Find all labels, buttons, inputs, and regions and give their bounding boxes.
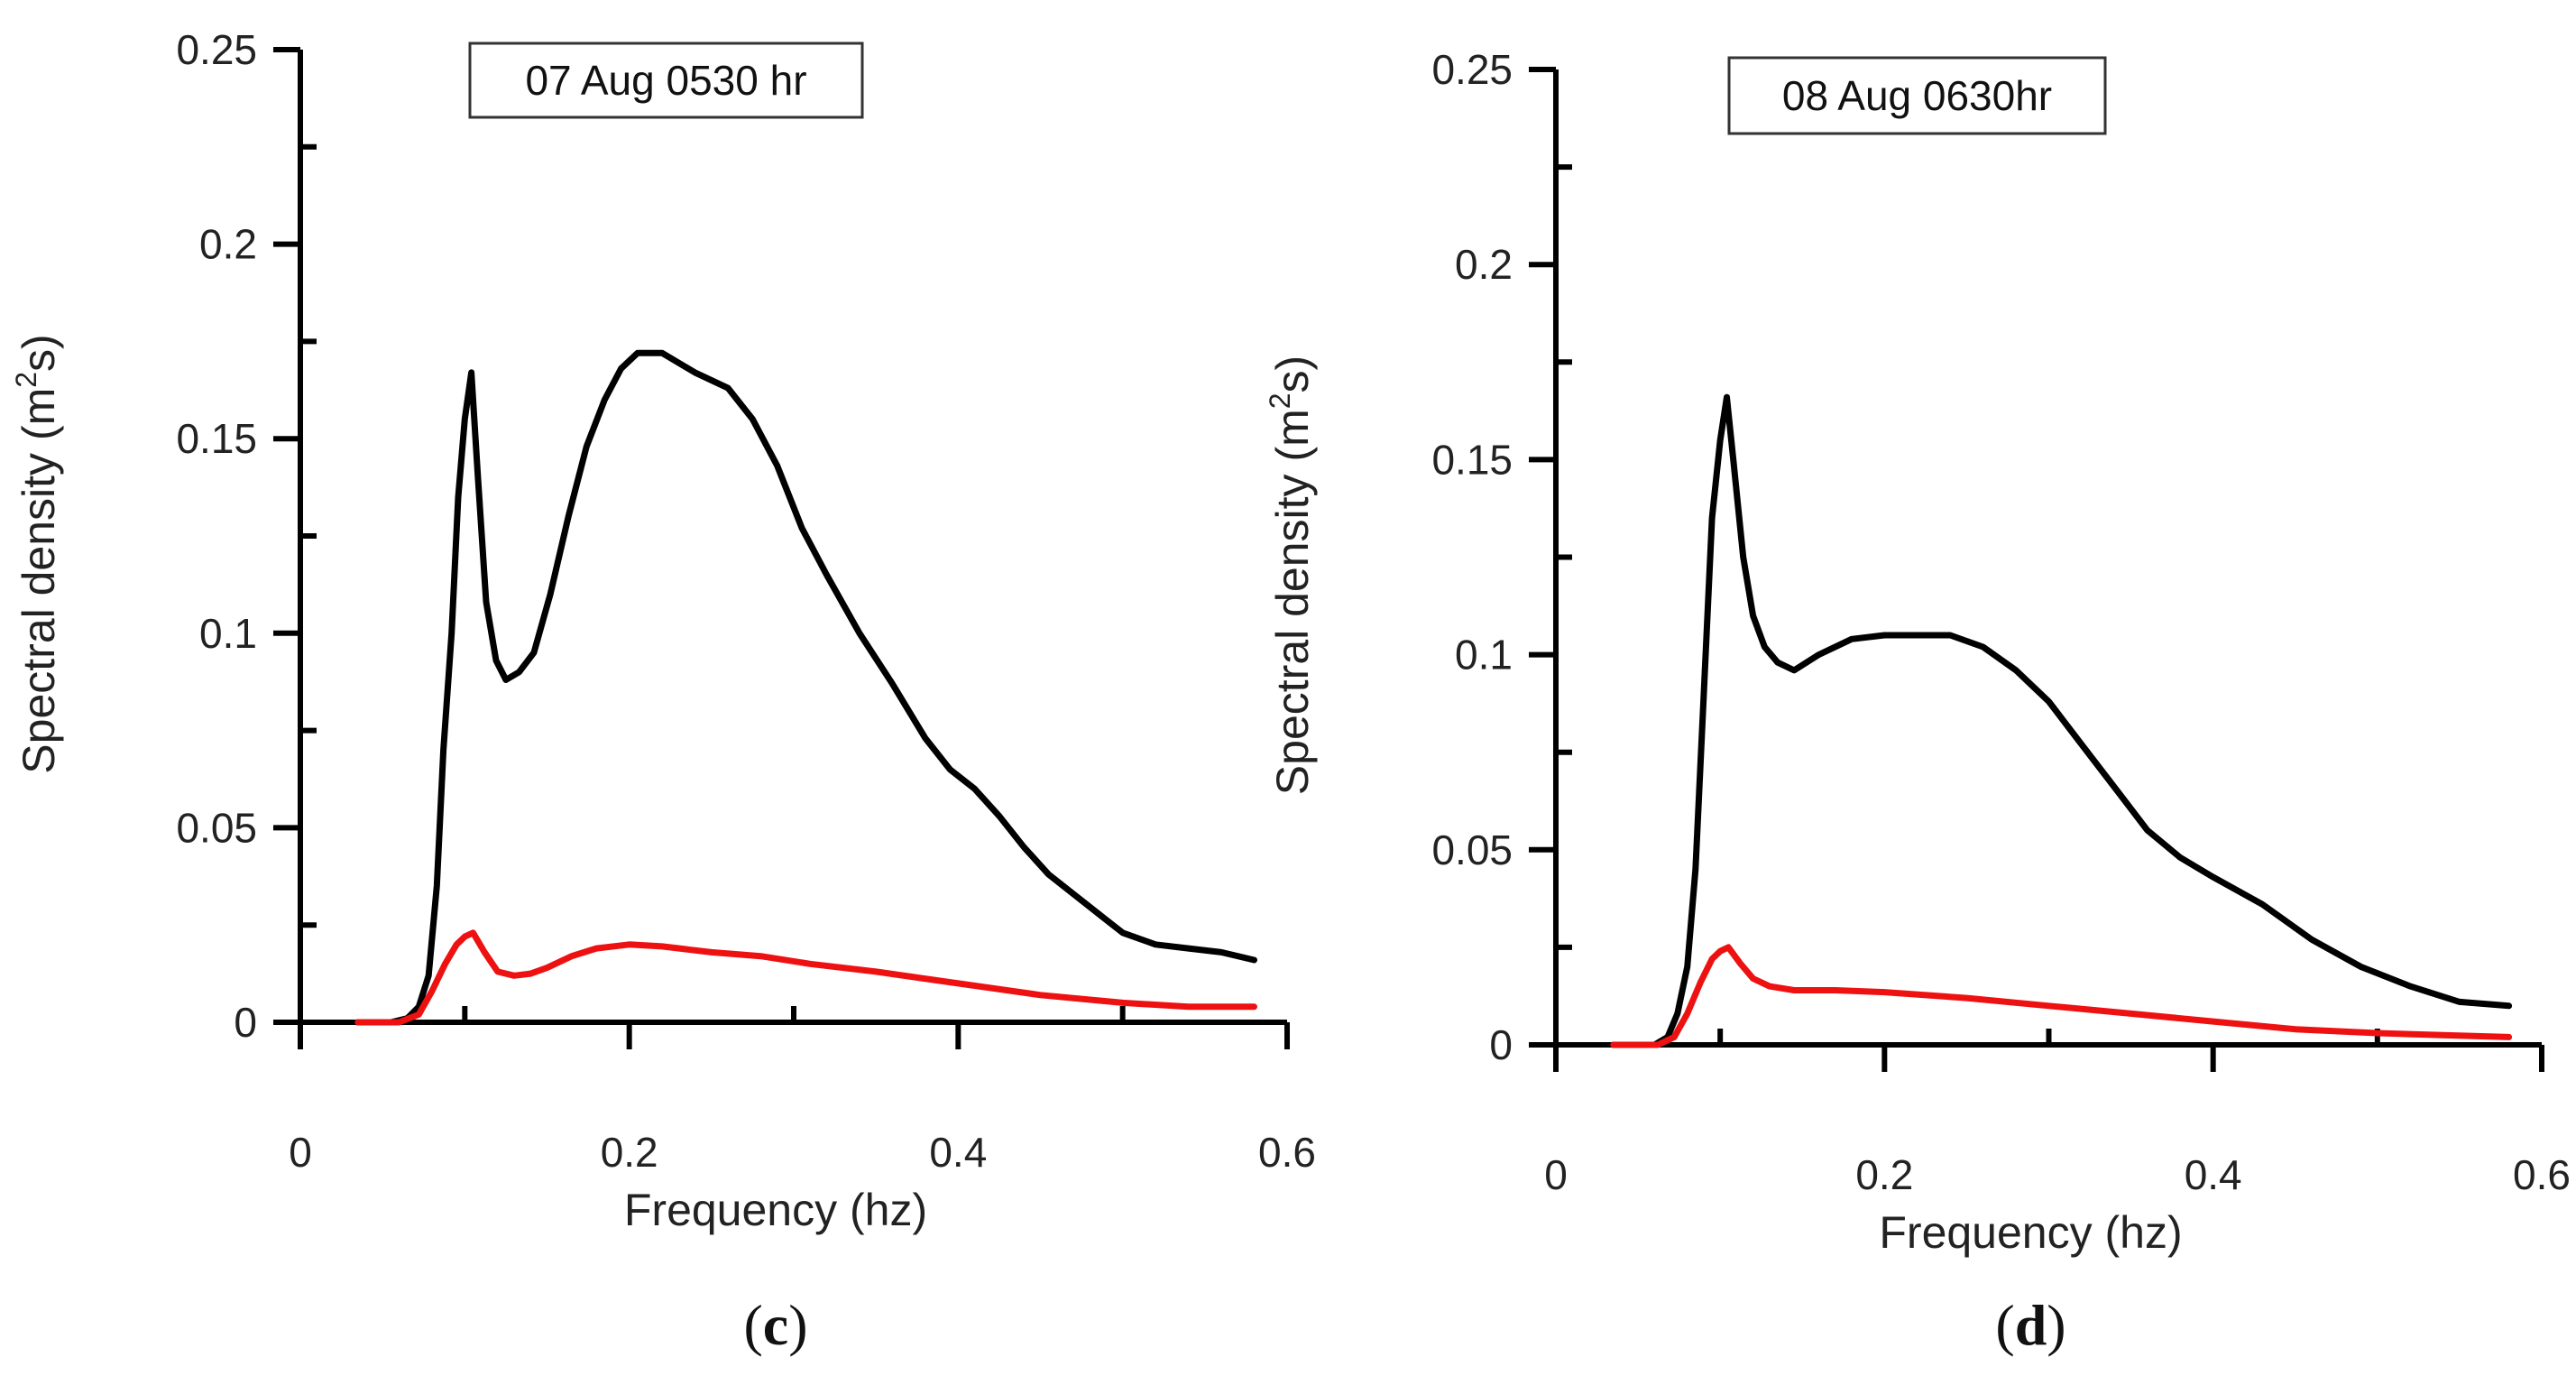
y-tick-label: 0.15 xyxy=(1431,436,1513,483)
chart-c: 0 0.05 0.1 0.15 0.2 0.25 0 0.2 0.4 0.6 Frequency (… xyxy=(10,26,1316,1357)
y-tick-label: 0 xyxy=(234,999,257,1046)
y-tick-label: 0.15 xyxy=(176,415,257,462)
y-tick-label: 0.2 xyxy=(199,221,257,268)
annotation-box xyxy=(1727,56,2107,135)
chart-d: 0 0.05 0.1 0.15 0.2 0.25 0 0.2 0.4 0.6 Frequency (… xyxy=(1264,46,2571,1357)
annotation-text: 08 Aug 0630hr xyxy=(1782,72,2052,119)
series-line-black-curve xyxy=(1610,393,2513,1048)
y-tick-label: 0.25 xyxy=(176,26,257,73)
x-tick-label: 0.2 xyxy=(601,1129,658,1176)
y-tick-label: 0.1 xyxy=(199,610,257,657)
y-tick-label: 0.05 xyxy=(176,804,257,851)
x-tick-label: 0.2 xyxy=(1855,1151,1913,1198)
x-axis-title: Frequency (hz) xyxy=(624,1185,927,1235)
x-tick-label: 0.4 xyxy=(2185,1151,2242,1198)
x-tick-label: 0 xyxy=(1544,1151,1568,1198)
x-tick-label: 0.4 xyxy=(929,1129,987,1176)
y-tick-label: 0.2 xyxy=(1455,241,1513,288)
annotation-box xyxy=(468,42,864,119)
y-axis-title: Spectral density (m2s) xyxy=(10,334,64,773)
series-line-red-curve xyxy=(1610,944,2513,1048)
panel-caption: (d) xyxy=(1995,1293,2065,1357)
x-axis-title: Frequency (hz) xyxy=(1879,1207,2182,1258)
y-tick-label: 0.25 xyxy=(1431,46,1513,93)
series-line-red-curve xyxy=(354,929,1257,1026)
x-tick-label: 0.6 xyxy=(2513,1151,2571,1198)
y-tick-label: 0.1 xyxy=(1455,632,1513,679)
y-tick-label: 0 xyxy=(1489,1021,1513,1068)
panel-caption: (c) xyxy=(743,1293,807,1357)
x-tick-label: 0.6 xyxy=(1258,1129,1316,1176)
x-tick-label: 0 xyxy=(289,1129,312,1176)
y-axis-title: Spectral density (m2s) xyxy=(1264,355,1318,795)
series-line-black-curve xyxy=(354,349,1257,1026)
annotation-text: 07 Aug 0530 hr xyxy=(525,57,806,104)
y-tick-label: 0.05 xyxy=(1431,826,1513,873)
